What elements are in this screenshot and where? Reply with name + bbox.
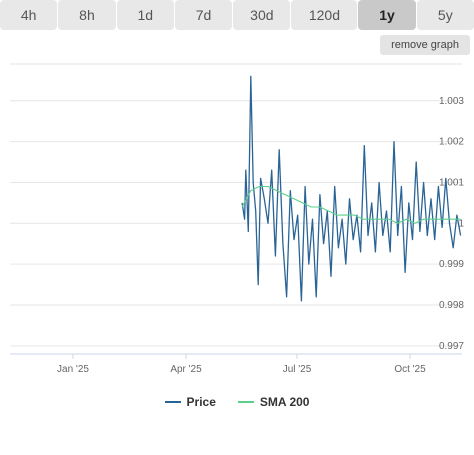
- y-tick-label: 0.998: [439, 300, 464, 311]
- tab-120d[interactable]: 120d: [291, 0, 358, 30]
- legend-item-price[interactable]: Price: [164, 395, 216, 409]
- y-tick-label: 1: [458, 218, 464, 229]
- tab-1y[interactable]: 1y: [358, 0, 416, 30]
- x-tick-label: Jul '25: [283, 364, 312, 375]
- y-tick-label: 0.999: [439, 259, 464, 270]
- tab-30d[interactable]: 30d: [233, 0, 291, 30]
- chart-legend: Price SMA 200: [0, 392, 474, 412]
- price-chart-svg: 1.003 1.002 1.001 1 0.999 0.998 0.997 Jan '25 A…: [10, 63, 464, 375]
- price-chart: 1.003 1.002 1.001 1 0.999 0.998 0.997 Jan '25 A…: [0, 60, 474, 455]
- legend-price-swatch: [164, 401, 181, 403]
- price-series-line: [241, 75, 462, 302]
- y-tick-label: 0.997: [439, 341, 464, 352]
- tab-4h[interactable]: 4h: [0, 0, 58, 30]
- y-tick-label: 1.001: [439, 177, 464, 188]
- tab-8h[interactable]: 8h: [58, 0, 116, 30]
- y-tick-label: 1.003: [439, 96, 464, 107]
- y-axis-labels: 1.003 1.002 1.001 1 0.999 0.998 0.997: [439, 96, 464, 352]
- sma-series-line: [241, 185, 461, 224]
- tab-1d[interactable]: 1d: [116, 0, 174, 30]
- legend-price-label: Price: [186, 395, 216, 409]
- tab-7d[interactable]: 7d: [174, 0, 233, 30]
- x-tick-label: Oct '25: [394, 364, 426, 375]
- legend-sma-swatch: [237, 401, 254, 403]
- x-tick-label: Apr '25: [170, 364, 202, 375]
- remove-graph-button[interactable]: remove graph: [380, 35, 470, 55]
- timeframe-tabbar: 4h 8h 1d 7d 30d 120d 1y 5y: [0, 0, 474, 30]
- legend-item-sma[interactable]: SMA 200: [237, 395, 310, 409]
- x-tick-label: Jan '25: [57, 364, 89, 375]
- tab-5y[interactable]: 5y: [416, 0, 474, 30]
- legend-sma-label: SMA 200: [259, 395, 310, 409]
- y-tick-label: 1.002: [439, 137, 464, 148]
- chart-series: [241, 75, 462, 302]
- x-axis-labels: Jan '25 Apr '25 Jul '25 Oct '25: [57, 364, 426, 375]
- chart-grid: [10, 63, 462, 359]
